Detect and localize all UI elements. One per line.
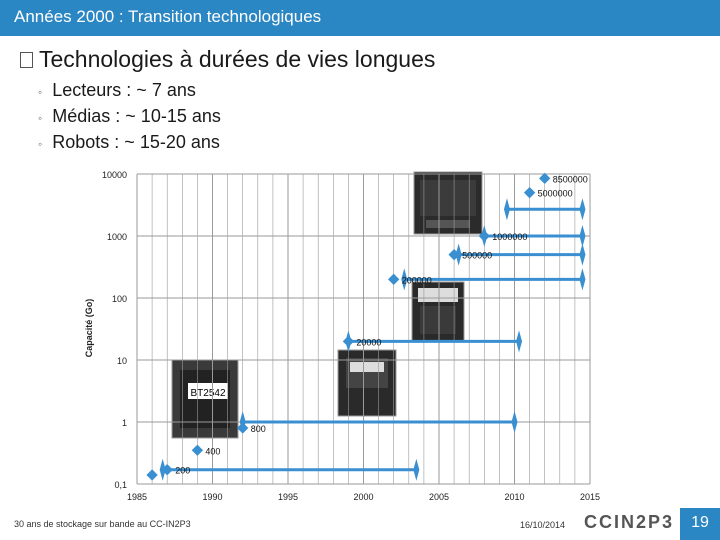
- capacity-point: 400: [191, 444, 220, 456]
- y-axis-label: Capacité (Go): [84, 299, 94, 358]
- capacity-point: 20000: [342, 335, 381, 347]
- circle-bullet-icon: ◦: [38, 137, 43, 151]
- point-label: 8500000: [553, 174, 588, 184]
- x-tick-label: 1985: [127, 492, 147, 502]
- bullet-item: ◦ Lecteurs : ~ 7 ans: [38, 78, 221, 104]
- diamond-marker: [448, 249, 460, 261]
- capacity-point: 8500000: [539, 172, 588, 185]
- y-tick-label: 10000: [102, 170, 127, 180]
- chart-ticks: 0,1 1 10 100 1000 10000 1985 1990 1995 2000 2005 20…: [102, 170, 600, 502]
- diamond-marker: [388, 273, 400, 285]
- tape-photo-1: BT2542: [171, 359, 239, 439]
- checkbox-bullet-icon: [20, 52, 33, 68]
- bullet-item: ◦ Robots : ~ 15-20 ans: [38, 130, 221, 156]
- bullet-text: Lecteurs : ~ 7 ans: [52, 80, 196, 100]
- point-label: 800: [251, 424, 266, 434]
- x-tick-label: 2000: [353, 492, 373, 502]
- x-tick-label: 1995: [278, 492, 298, 502]
- page-number: 19: [691, 514, 709, 531]
- title-bar: Années 2000 : Transition technologiques: [0, 0, 720, 36]
- bullet-text: Robots : ~ 15-20 ans: [52, 132, 220, 152]
- footer-date: 16/10/2014: [520, 520, 566, 530]
- lifespan-bar: [503, 198, 586, 221]
- slide-title: Années 2000 : Transition technologiques: [14, 7, 322, 26]
- x-tick-label: 2005: [429, 492, 449, 502]
- capacity-point: 200000: [388, 273, 432, 285]
- lifespan-bar: [159, 458, 420, 481]
- lifespan-bar: [481, 225, 586, 247]
- point-label: 500000: [462, 251, 492, 261]
- footer-text: 30 ans de stockage sur bande au CC-IN2P3: [14, 519, 191, 529]
- point-label: 200000: [402, 275, 432, 285]
- point-label: 5000000: [538, 189, 573, 199]
- heading-text: Technologies à durées de vies longues: [39, 46, 436, 72]
- bullet-item: ◦ Médias : ~ 10-15 ans: [38, 104, 221, 130]
- y-tick-label: 0,1: [114, 480, 127, 490]
- tape-photo-3: [411, 281, 465, 343]
- diamond-marker: [237, 422, 249, 434]
- heading: Technologies à durées de vies longues: [20, 46, 435, 73]
- diamond-marker: [523, 187, 536, 199]
- y-tick-label: 1000: [107, 232, 127, 242]
- x-tick-label: 2010: [504, 492, 524, 502]
- diamond-marker: [191, 444, 204, 456]
- circle-bullet-icon: ◦: [38, 85, 43, 99]
- lifespan-lines: [159, 198, 586, 481]
- capacity-point: [146, 469, 158, 481]
- capacity-point: 800: [237, 422, 266, 434]
- bullet-list: ◦ Lecteurs : ~ 7 ans ◦ Médias : ~ 10-15 an…: [38, 78, 221, 156]
- x-tick-label: 1990: [202, 492, 222, 502]
- y-tick-label: 1: [122, 418, 127, 428]
- ccin2p3-logo: CCIN2P3: [584, 512, 675, 532]
- point-label: 1000000: [492, 232, 527, 242]
- y-tick-label: 10: [117, 356, 127, 366]
- diamond-marker: [342, 335, 355, 347]
- diamond-marker: [161, 464, 173, 476]
- page-number-box: 19: [680, 508, 720, 540]
- diamond-marker: [478, 230, 490, 242]
- tape-photo-4: [413, 171, 483, 235]
- point-label: 200: [175, 466, 190, 476]
- lifespan-bar: [401, 268, 586, 291]
- point-label: 400: [205, 446, 220, 456]
- capacity-point: 5000000: [523, 187, 573, 199]
- x-tick-label: 2015: [580, 492, 600, 502]
- capacity-point: 200: [161, 464, 190, 476]
- diamond-marker: [146, 469, 158, 481]
- capacity-point: 500000: [448, 249, 492, 261]
- capacity-point: 1000000: [478, 230, 527, 242]
- y-tick-label: 100: [112, 294, 127, 304]
- diamond-marker: [539, 172, 551, 185]
- svg-text:BT2542: BT2542: [190, 388, 225, 399]
- tape-photo-2: [337, 349, 397, 417]
- point-label: 20000: [356, 337, 381, 347]
- bullet-text: Médias : ~ 10-15 ans: [52, 106, 221, 126]
- circle-bullet-icon: ◦: [38, 111, 43, 125]
